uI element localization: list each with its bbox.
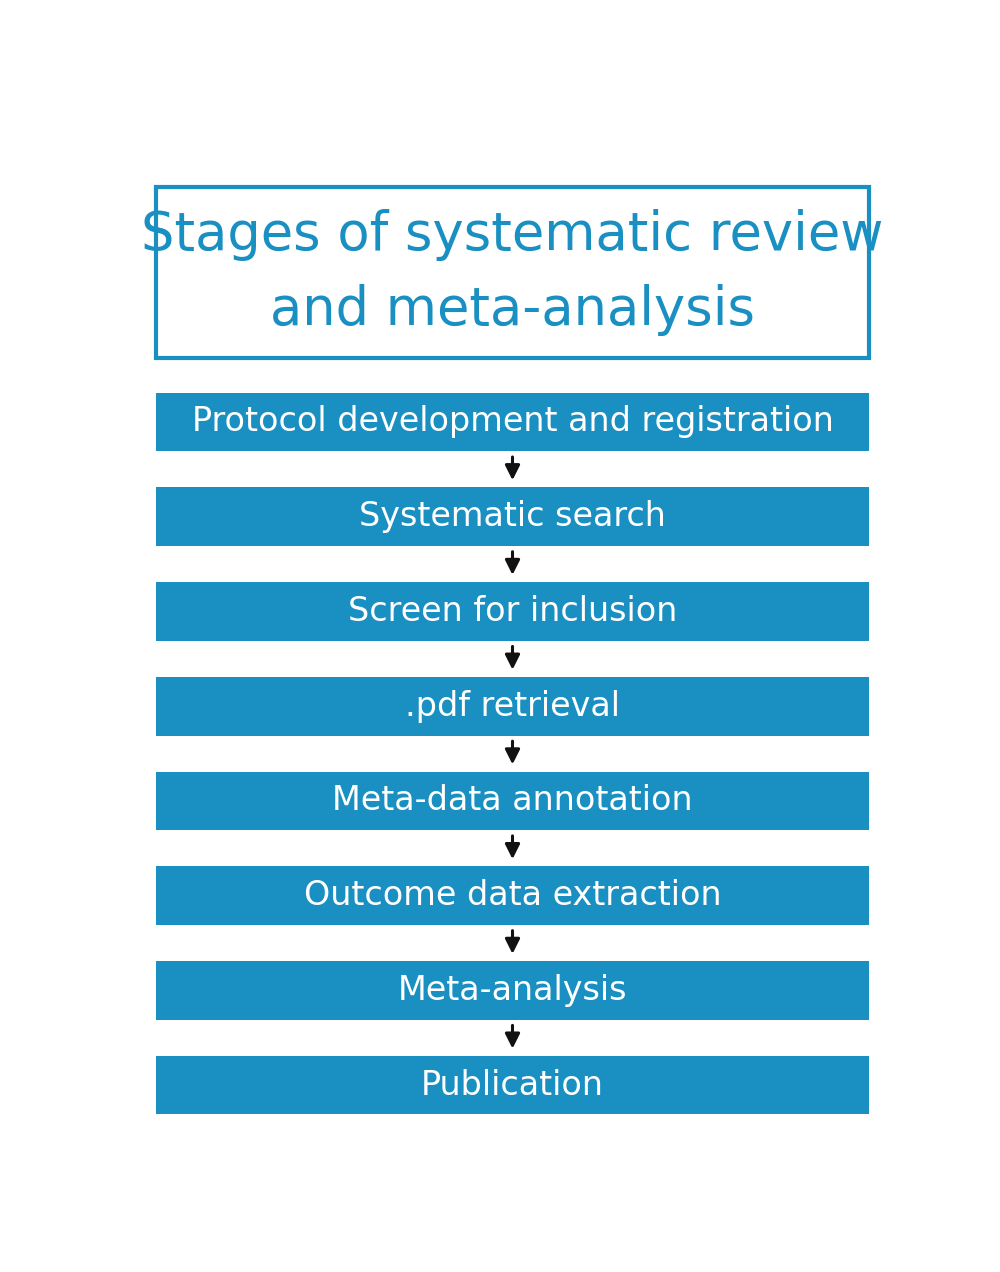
Text: Systematic search: Systematic search	[359, 500, 666, 533]
Text: Meta-analysis: Meta-analysis	[398, 974, 627, 1007]
Bar	[156, 677, 869, 735]
Bar	[156, 866, 869, 925]
Text: and meta-analysis: and meta-analysis	[270, 285, 755, 336]
Text: Outcome data extraction: Outcome data extraction	[304, 879, 721, 912]
Text: Meta-data annotation: Meta-data annotation	[332, 785, 693, 818]
Bar	[156, 583, 869, 641]
Bar	[156, 772, 869, 831]
Text: Protocol development and registration: Protocol development and registration	[192, 406, 833, 439]
Text: Stages of systematic review: Stages of systematic review	[141, 209, 884, 261]
Text: Publication: Publication	[421, 1068, 604, 1102]
Bar	[156, 1056, 869, 1114]
Bar	[156, 960, 869, 1020]
Bar	[156, 393, 869, 452]
Text: Screen for inclusion: Screen for inclusion	[348, 595, 677, 628]
FancyBboxPatch shape	[156, 187, 869, 359]
Bar	[156, 487, 869, 546]
Text: .pdf retrieval: .pdf retrieval	[405, 689, 620, 722]
